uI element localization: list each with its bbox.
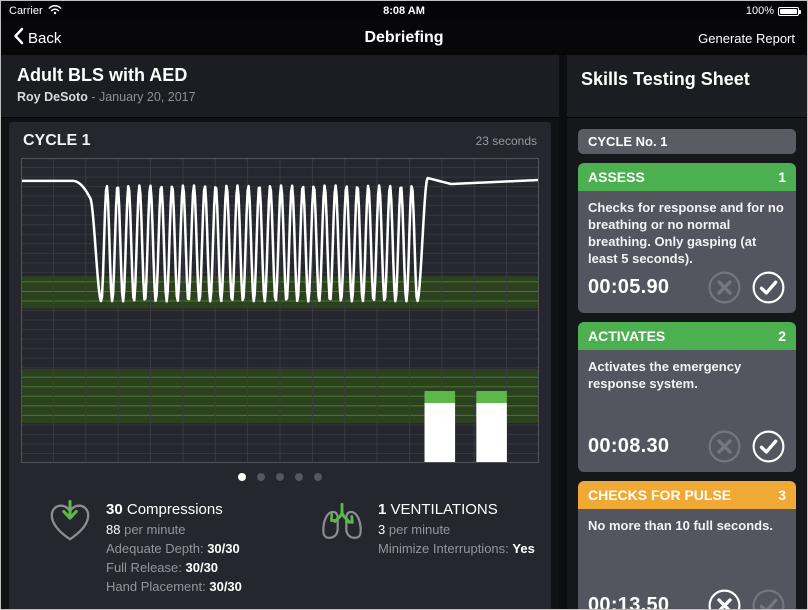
skill-card-time: 00:05.90 [588, 276, 670, 298]
pass-check-icon[interactable] [751, 588, 786, 609]
adequate-depth-row: Adequate Depth: 30/30 [106, 541, 240, 556]
status-bar: Carrier 8:08 AM 100% [1, 1, 807, 21]
skill-card-time: 00:13.50 [588, 594, 670, 610]
pass-check-icon[interactable] [751, 429, 786, 464]
compressions-stat: 30 Compressions 88 per minute Adequate D… [47, 497, 319, 594]
generate-report-button[interactable]: Generate Report [698, 30, 795, 46]
skill-card-description: Checks for response and for no breathing… [588, 200, 784, 266]
skill-card-description: No more than 10 full seconds. [588, 518, 773, 533]
pagination-dot[interactable] [295, 473, 303, 481]
skill-card-name: ASSESS [588, 169, 645, 185]
skill-card-number: 3 [778, 487, 786, 503]
pass-check-icon[interactable] [751, 270, 786, 305]
compression-waveform-chart[interactable] [21, 158, 539, 463]
compressions-rate: 88 per minute [106, 522, 186, 537]
battery-percent: 100% [745, 5, 774, 17]
fail-x-icon[interactable] [707, 429, 742, 464]
skills-sidebar: Skills Testing Sheet CYCLE No. 1 ASSESS … [567, 55, 807, 610]
sidebar-header: Skills Testing Sheet [567, 55, 807, 117]
compressions-count-line: 30 Compressions [106, 501, 223, 518]
page-title: Debriefing [364, 29, 444, 46]
ventilations-rate: 3 per minute [378, 522, 451, 537]
skill-card-number: 1 [778, 169, 786, 185]
sidebar-title: Skills Testing Sheet [581, 69, 750, 89]
fail-x-icon[interactable] [707, 588, 742, 609]
back-button[interactable]: Back [13, 27, 233, 49]
skill-card-time: 00:08.30 [588, 435, 670, 457]
skill-card-description: Activates the emergency response system. [588, 359, 742, 391]
carrier-label: Carrier [9, 5, 43, 17]
pagination-dot[interactable] [276, 473, 284, 481]
skill-card-checks-for-pulse: CHECKS FOR PULSE 3 No more than 10 full … [578, 481, 796, 610]
cycle-duration: 23 seconds [475, 134, 537, 148]
wifi-icon [48, 4, 62, 18]
pagination-dots [21, 463, 539, 487]
ventilations-count-line: 1 VENTILATIONS [378, 501, 498, 518]
full-release-row: Full Release: 30/30 [106, 560, 219, 575]
column-divider [559, 55, 567, 609]
battery-icon [778, 6, 801, 16]
skill-card-name: CHECKS FOR PULSE [588, 487, 732, 503]
heart-compression-icon [47, 497, 93, 594]
main-column: Adult BLS with AED Roy DeSoto - January … [1, 55, 559, 609]
minimize-interruptions-row: Minimize Interruptions: Yes [378, 541, 535, 556]
status-clock: 8:08 AM [383, 5, 425, 17]
pagination-dot[interactable] [238, 473, 246, 481]
pagination-dot[interactable] [314, 473, 322, 481]
session-subtitle: Roy DeSoto - January 20, 2017 [17, 90, 543, 104]
stats-row: 30 Compressions 88 per minute Adequate D… [21, 487, 539, 594]
fail-x-icon[interactable] [707, 270, 742, 305]
skill-card-number: 2 [778, 328, 786, 344]
session-header: Adult BLS with AED Roy DeSoto - January … [1, 55, 559, 117]
hand-placement-row: Hand Placement: 30/30 [106, 579, 242, 594]
session-student: Roy DeSoto [17, 90, 88, 104]
skill-card-activates: ACTIVATES 2 Activates the emergency resp… [578, 322, 796, 472]
cycle-number-chip: CYCLE No. 1 [578, 129, 796, 154]
skill-card-name: ACTIVATES [588, 328, 666, 344]
back-button-label: Back [28, 29, 62, 47]
chevron-left-icon [13, 27, 24, 49]
skill-card-assess: ASSESS 1 Checks for response and for no … [578, 163, 796, 313]
session-title: Adult BLS with AED [17, 65, 188, 85]
pagination-dot[interactable] [257, 473, 265, 481]
cycle-title: CYCLE 1 [23, 132, 91, 149]
cycle-panel: CYCLE 1 23 seconds [9, 122, 551, 609]
nav-bar: Back Debriefing Generate Report [1, 21, 807, 55]
ventilations-stat: 1 VENTILATIONS 3 per minute Minimize Int… [319, 497, 535, 594]
session-date: - January 20, 2017 [91, 90, 196, 104]
lungs-ventilation-icon [319, 497, 365, 594]
